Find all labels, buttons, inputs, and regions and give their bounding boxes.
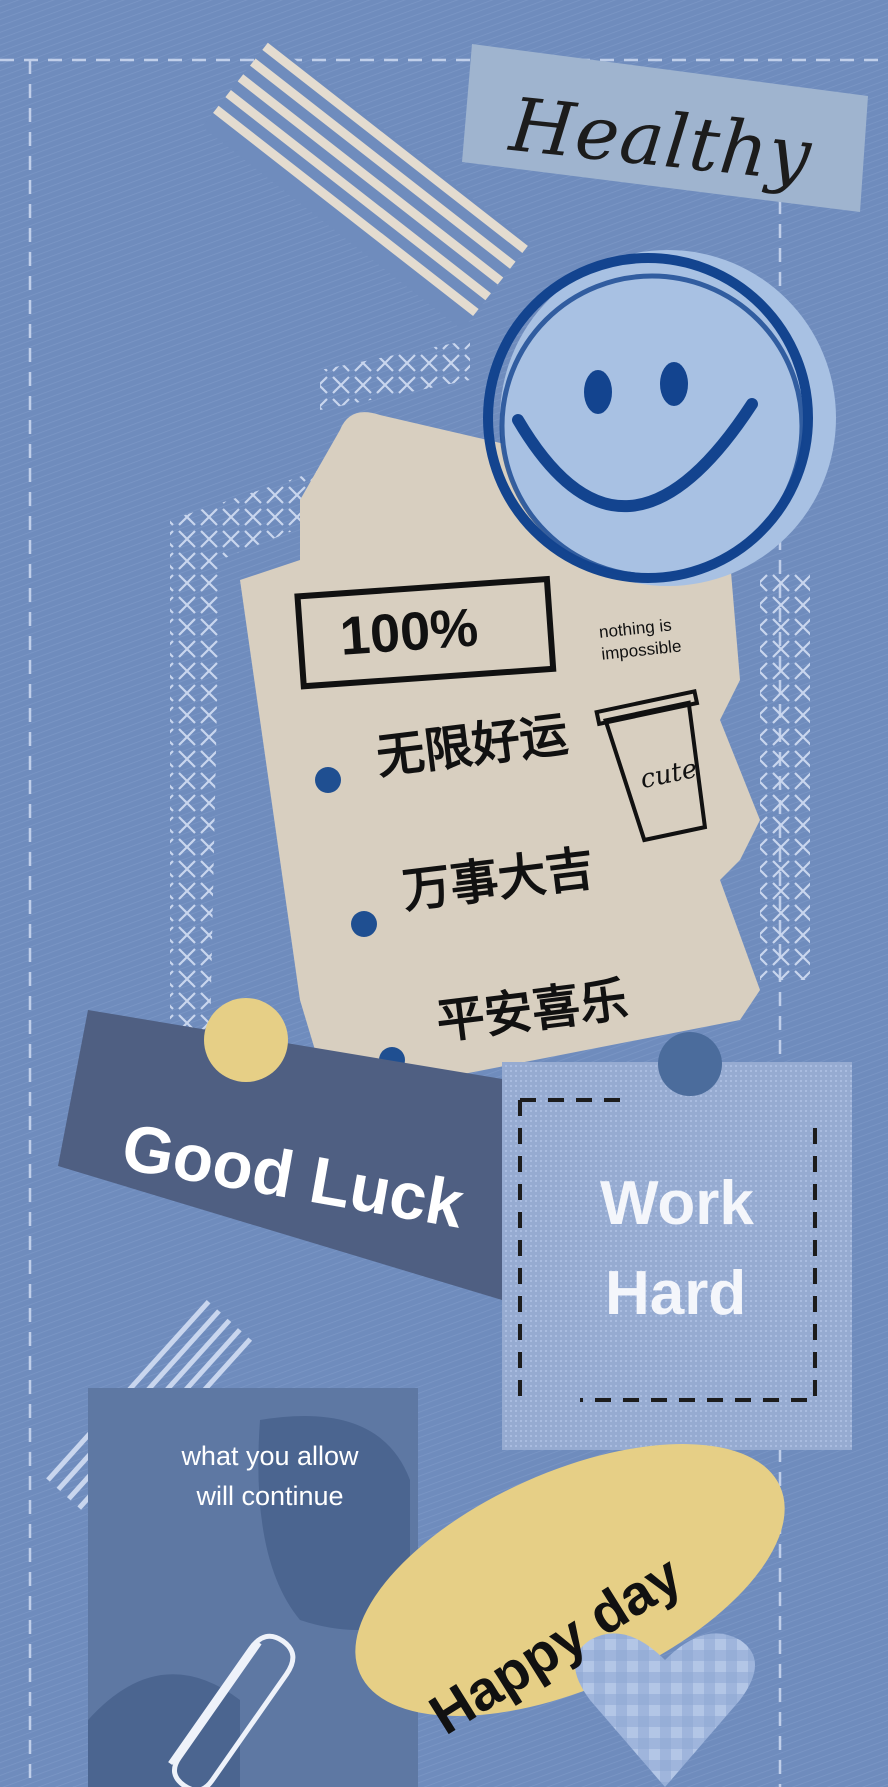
work-text: Work: [600, 1169, 754, 1238]
smiley-face-icon: [483, 250, 836, 586]
allow-continue-text: what you allow will continue: [181, 1441, 359, 1511]
good-luck-label: [58, 1010, 520, 1300]
percent-text: 100%: [338, 597, 481, 667]
striped-tape-top: [202, 40, 531, 330]
nothing-impossible-text: nothing is impossible: [598, 615, 683, 664]
paperclip-icon: [168, 1633, 296, 1787]
work-hard-card: [502, 1062, 852, 1450]
hard-text: Hard: [605, 1259, 747, 1328]
cross-stitch-band: [170, 340, 810, 1040]
pushpin-icon: [658, 1032, 722, 1096]
healthy-label: [462, 44, 868, 212]
bullet-dot-2: [351, 911, 377, 937]
heart-icon: [575, 1633, 755, 1787]
percent-box: [294, 575, 557, 690]
mustard-circle: [204, 998, 288, 1082]
happy-day-oval: [355, 1444, 785, 1716]
bullet-dot-1: [315, 767, 341, 793]
collage-panel: [88, 1388, 418, 1787]
